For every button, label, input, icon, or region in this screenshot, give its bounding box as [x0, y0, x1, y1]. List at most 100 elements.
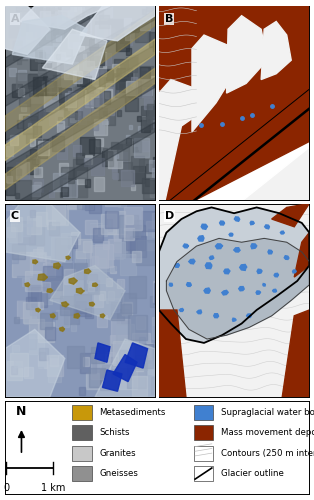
Text: Gneisses: Gneisses [99, 469, 138, 478]
Polygon shape [131, 186, 135, 190]
Polygon shape [119, 350, 127, 360]
Polygon shape [93, 228, 104, 241]
Polygon shape [124, 64, 138, 82]
Polygon shape [59, 88, 71, 102]
Polygon shape [16, 180, 31, 199]
Polygon shape [16, 169, 21, 174]
Polygon shape [8, 227, 15, 236]
Polygon shape [51, 232, 64, 250]
Polygon shape [152, 361, 162, 374]
Polygon shape [144, 227, 162, 250]
Polygon shape [116, 70, 131, 88]
Polygon shape [214, 314, 219, 318]
Polygon shape [131, 78, 137, 86]
Polygon shape [110, 357, 117, 366]
Polygon shape [87, 86, 93, 94]
Polygon shape [108, 20, 122, 38]
Polygon shape [71, 232, 80, 244]
Polygon shape [146, 3, 153, 11]
Polygon shape [205, 263, 212, 268]
Polygon shape [33, 260, 38, 264]
Text: A: A [11, 14, 19, 24]
Polygon shape [122, 70, 126, 75]
Polygon shape [154, 160, 163, 172]
Polygon shape [26, 134, 33, 143]
Polygon shape [144, 179, 150, 186]
Polygon shape [140, 78, 143, 82]
Polygon shape [79, 46, 84, 52]
Polygon shape [42, 140, 48, 146]
Polygon shape [22, 19, 33, 32]
Polygon shape [96, 64, 106, 76]
Polygon shape [143, 180, 157, 199]
Polygon shape [53, 30, 58, 36]
Polygon shape [68, 2, 81, 19]
Polygon shape [95, 339, 155, 397]
Polygon shape [51, 314, 55, 318]
Polygon shape [51, 22, 66, 42]
Polygon shape [132, 334, 150, 356]
Polygon shape [51, 4, 57, 10]
Polygon shape [73, 158, 87, 178]
Polygon shape [45, 81, 56, 94]
Polygon shape [234, 248, 240, 252]
Polygon shape [17, 120, 23, 128]
Polygon shape [106, 378, 113, 386]
Polygon shape [268, 250, 273, 254]
Text: N: N [16, 405, 27, 418]
Polygon shape [107, 352, 116, 363]
Polygon shape [153, 118, 160, 127]
Polygon shape [136, 240, 155, 264]
Polygon shape [106, 70, 113, 80]
Polygon shape [88, 70, 103, 89]
Polygon shape [67, 346, 84, 368]
Polygon shape [26, 20, 35, 32]
Polygon shape [29, 318, 44, 338]
Polygon shape [192, 35, 234, 132]
Polygon shape [5, 44, 155, 142]
Polygon shape [58, 52, 65, 60]
Polygon shape [57, 121, 64, 132]
Polygon shape [135, 354, 147, 370]
Polygon shape [117, 308, 129, 324]
Polygon shape [133, 166, 145, 182]
Polygon shape [57, 15, 65, 26]
Polygon shape [33, 126, 41, 137]
Polygon shape [102, 370, 122, 392]
Text: Supraglacial water bodies: Supraglacial water bodies [221, 408, 314, 416]
Polygon shape [99, 292, 105, 300]
Polygon shape [83, 357, 89, 366]
Polygon shape [7, 172, 10, 177]
Polygon shape [5, 198, 15, 210]
Polygon shape [38, 274, 48, 280]
Polygon shape [16, 162, 30, 180]
Polygon shape [58, 16, 65, 24]
Polygon shape [75, 287, 91, 308]
Polygon shape [92, 100, 103, 114]
Bar [193, 466, 213, 481]
Polygon shape [257, 269, 262, 274]
Polygon shape [43, 266, 62, 290]
Polygon shape [44, 92, 58, 110]
Polygon shape [5, 39, 155, 161]
Polygon shape [95, 21, 109, 40]
Polygon shape [46, 355, 63, 376]
Polygon shape [141, 141, 149, 152]
Polygon shape [21, 224, 30, 236]
Polygon shape [222, 290, 228, 295]
Polygon shape [77, 71, 89, 86]
Polygon shape [151, 376, 165, 394]
Polygon shape [105, 89, 112, 99]
Polygon shape [112, 64, 119, 72]
Polygon shape [152, 317, 158, 326]
Polygon shape [146, 221, 157, 235]
Polygon shape [98, 225, 107, 236]
Polygon shape [38, 140, 49, 155]
Polygon shape [106, 83, 118, 99]
Polygon shape [35, 4, 46, 17]
Polygon shape [60, 296, 74, 314]
Polygon shape [85, 90, 98, 108]
Polygon shape [70, 109, 80, 122]
Polygon shape [113, 340, 132, 365]
Polygon shape [111, 142, 118, 152]
